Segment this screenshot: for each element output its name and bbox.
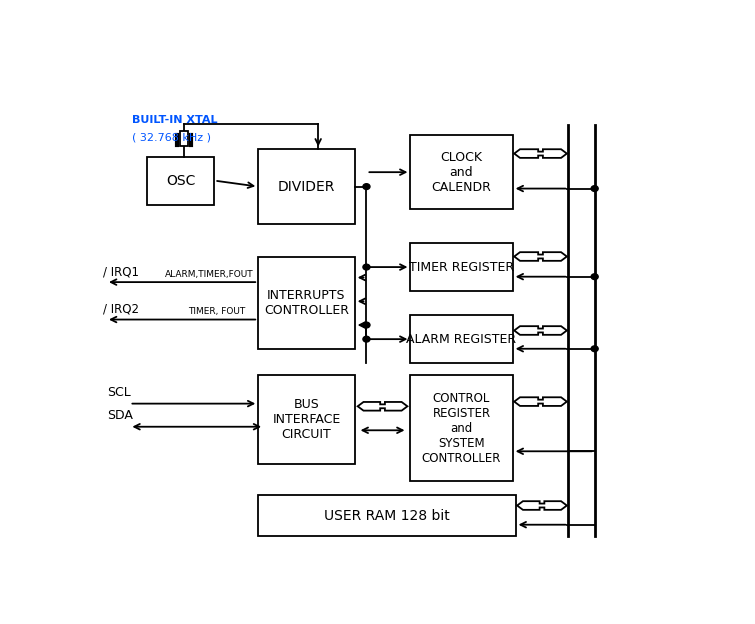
Polygon shape <box>514 397 567 406</box>
Bar <box>258 375 355 464</box>
Bar <box>411 375 513 481</box>
Bar <box>147 157 214 205</box>
Circle shape <box>363 264 370 270</box>
Circle shape <box>363 322 370 328</box>
Circle shape <box>591 186 598 192</box>
Circle shape <box>363 183 370 190</box>
Bar <box>411 243 513 291</box>
Text: USER RAM 128 bit: USER RAM 128 bit <box>324 509 450 523</box>
Polygon shape <box>514 149 567 158</box>
Bar <box>411 135 513 210</box>
Text: CONTROL
REGISTER
and
SYSTEM
CONTROLLER: CONTROL REGISTER and SYSTEM CONTROLLER <box>422 391 501 464</box>
Text: OSC: OSC <box>166 173 196 188</box>
Text: TIMER, FOUT: TIMER, FOUT <box>188 307 245 316</box>
Bar <box>258 258 355 349</box>
Text: / IRQ1: / IRQ1 <box>103 265 139 278</box>
Polygon shape <box>358 402 408 411</box>
Text: ALARM REGISTER: ALARM REGISTER <box>406 333 516 346</box>
Text: BUILT-IN XTAL: BUILT-IN XTAL <box>132 115 218 125</box>
Bar <box>180 131 188 147</box>
Bar <box>258 149 355 224</box>
Text: TIMER REGISTER: TIMER REGISTER <box>409 261 514 273</box>
Circle shape <box>363 336 370 342</box>
Polygon shape <box>514 252 567 261</box>
Polygon shape <box>517 501 567 510</box>
Bar <box>411 315 513 363</box>
Text: SDA: SDA <box>107 409 133 422</box>
Text: SCL: SCL <box>107 386 131 399</box>
Circle shape <box>591 346 598 352</box>
Circle shape <box>591 274 598 280</box>
Text: ALARM,TIMER,FOUT: ALARM,TIMER,FOUT <box>165 270 253 279</box>
Text: BUS
INTERFACE
CIRCUIT: BUS INTERFACE CIRCUIT <box>273 398 341 441</box>
Text: / IRQ2: / IRQ2 <box>103 303 139 316</box>
Text: DIVIDER: DIVIDER <box>278 180 335 193</box>
Polygon shape <box>514 326 567 335</box>
Text: INTERRUPTS
CONTROLLER: INTERRUPTS CONTROLLER <box>264 289 349 317</box>
Text: ( 32.768 kHz ): ( 32.768 kHz ) <box>132 132 211 142</box>
Bar <box>258 495 516 536</box>
Text: CLOCK
and
CALENDR: CLOCK and CALENDR <box>432 150 492 193</box>
